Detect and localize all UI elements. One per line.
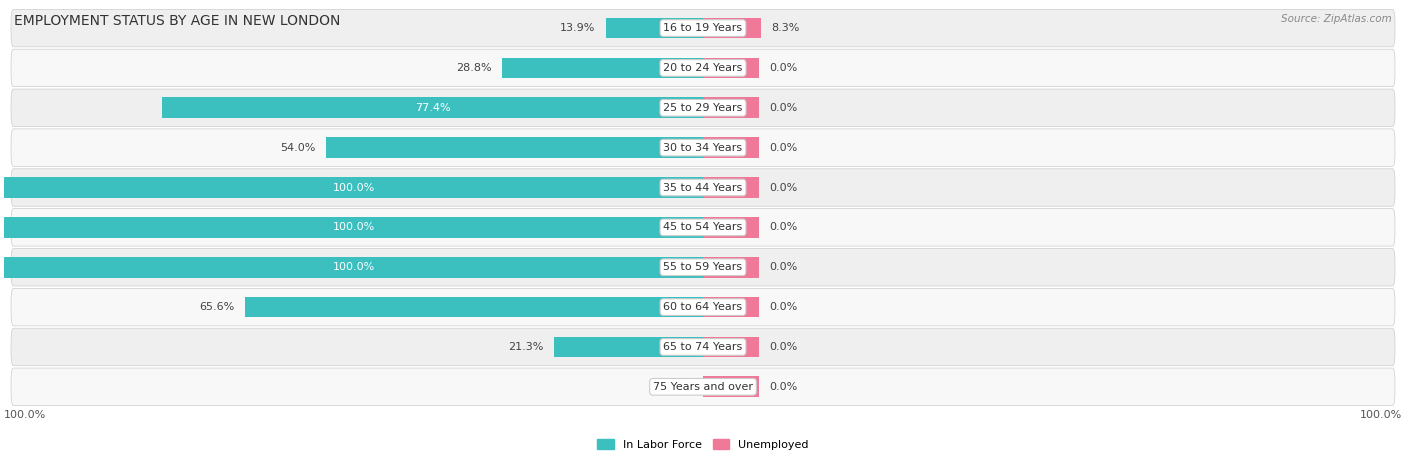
Text: 21.3%: 21.3% [509,342,544,352]
Bar [245,297,703,318]
Text: 100.0%: 100.0% [332,222,375,232]
Bar [4,217,703,238]
Bar [703,377,759,397]
FancyBboxPatch shape [11,288,1395,326]
FancyBboxPatch shape [11,209,1395,246]
FancyBboxPatch shape [11,89,1395,127]
Text: 100.0%: 100.0% [4,410,46,420]
Text: 55 to 59 Years: 55 to 59 Years [664,262,742,272]
Text: 77.4%: 77.4% [415,103,450,113]
Text: 0.0%: 0.0% [664,382,693,392]
Bar [162,97,703,118]
Text: 100.0%: 100.0% [1360,410,1402,420]
Bar [703,137,759,158]
Text: Source: ZipAtlas.com: Source: ZipAtlas.com [1281,14,1392,23]
Legend: In Labor Force, Unemployed: In Labor Force, Unemployed [593,434,813,451]
Text: 0.0%: 0.0% [769,262,797,272]
Text: 45 to 54 Years: 45 to 54 Years [664,222,742,232]
Bar [4,177,703,198]
FancyBboxPatch shape [11,368,1395,405]
Text: 100.0%: 100.0% [332,262,375,272]
Text: EMPLOYMENT STATUS BY AGE IN NEW LONDON: EMPLOYMENT STATUS BY AGE IN NEW LONDON [14,14,340,28]
Text: 75 Years and over: 75 Years and over [652,382,754,392]
Bar [703,336,759,357]
Text: 0.0%: 0.0% [769,63,797,73]
Bar [502,58,703,78]
Bar [703,297,759,318]
Bar [326,137,703,158]
Bar [703,18,761,38]
Text: 35 to 44 Years: 35 to 44 Years [664,183,742,193]
Text: 0.0%: 0.0% [769,222,797,232]
Bar [703,217,759,238]
Bar [703,58,759,78]
Text: 0.0%: 0.0% [769,143,797,152]
Bar [703,177,759,198]
Text: 100.0%: 100.0% [332,183,375,193]
Text: 60 to 64 Years: 60 to 64 Years [664,302,742,312]
Bar [554,336,703,357]
FancyBboxPatch shape [11,249,1395,286]
FancyBboxPatch shape [11,49,1395,87]
Bar [703,97,759,118]
Text: 65.6%: 65.6% [198,302,233,312]
FancyBboxPatch shape [11,9,1395,47]
Text: 8.3%: 8.3% [772,23,800,33]
Text: 16 to 19 Years: 16 to 19 Years [664,23,742,33]
Text: 65 to 74 Years: 65 to 74 Years [664,342,742,352]
FancyBboxPatch shape [11,328,1395,366]
FancyBboxPatch shape [11,169,1395,206]
Text: 0.0%: 0.0% [769,302,797,312]
FancyBboxPatch shape [11,129,1395,166]
Text: 54.0%: 54.0% [280,143,315,152]
Text: 13.9%: 13.9% [560,23,595,33]
Text: 0.0%: 0.0% [769,342,797,352]
Text: 0.0%: 0.0% [769,382,797,392]
Text: 0.0%: 0.0% [769,183,797,193]
Text: 0.0%: 0.0% [769,103,797,113]
Bar [606,18,703,38]
Text: 30 to 34 Years: 30 to 34 Years [664,143,742,152]
Text: 28.8%: 28.8% [456,63,491,73]
Bar [703,257,759,278]
Bar [4,257,703,278]
Text: 20 to 24 Years: 20 to 24 Years [664,63,742,73]
Text: 25 to 29 Years: 25 to 29 Years [664,103,742,113]
